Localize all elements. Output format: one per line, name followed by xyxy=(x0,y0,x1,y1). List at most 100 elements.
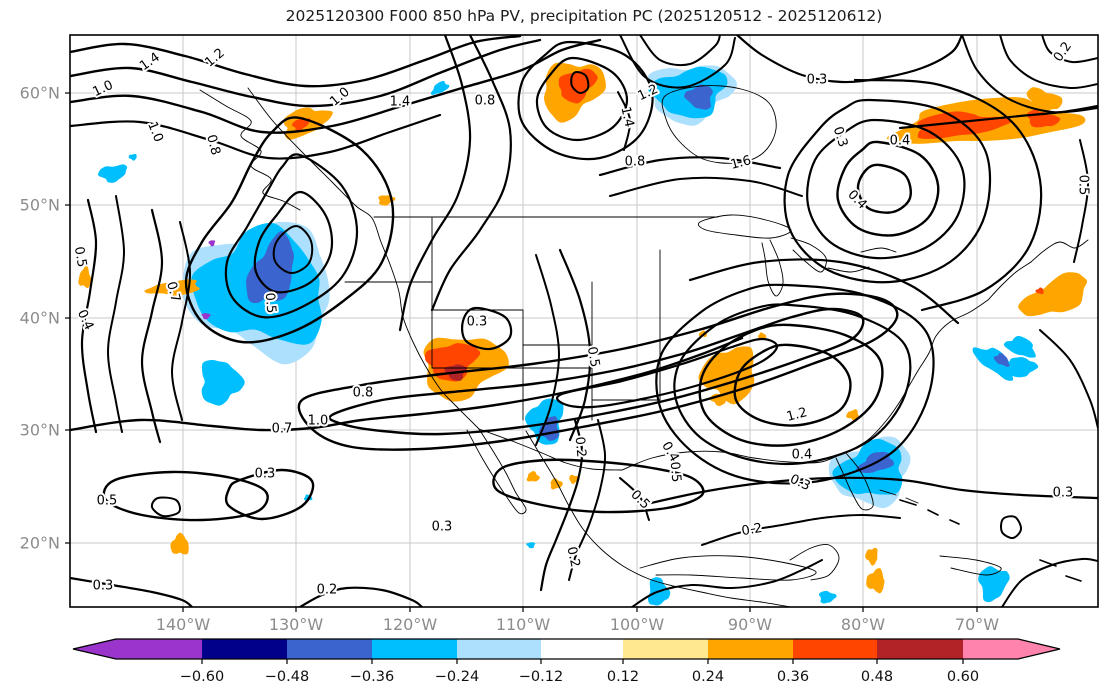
colorbar-tick-label: 0.48 xyxy=(861,669,893,685)
pv-contour-line xyxy=(698,323,884,447)
contour-label: 0.4 xyxy=(890,134,911,149)
pv-contour-line xyxy=(1073,139,1090,263)
pv-contour-line xyxy=(70,113,442,160)
x-tick-label: 80°W xyxy=(841,615,885,634)
precip-patch-orange xyxy=(1026,87,1063,112)
contour-label: 0.3 xyxy=(807,73,828,88)
pv-contour-line xyxy=(856,163,912,214)
precip-patch-sky xyxy=(818,590,837,604)
pv-contour-line xyxy=(853,78,1043,312)
y-tick-label: 40°N xyxy=(20,309,60,328)
precip-patch-sky xyxy=(128,153,137,161)
pv-contour-line xyxy=(639,35,721,67)
pv-contour-line xyxy=(535,56,629,142)
pv-contour-line xyxy=(430,35,512,312)
precip-patch-purple xyxy=(208,240,216,247)
pv-contour-line xyxy=(224,468,315,521)
contour-label: 1.6 xyxy=(729,153,753,173)
geo-border-line xyxy=(789,543,840,581)
geo-border-line xyxy=(761,239,784,297)
precip-patch-sky xyxy=(978,566,1010,603)
pv-contour-line xyxy=(535,254,560,446)
precip-patch-royal xyxy=(246,231,294,304)
colorbar-tick-label: 0.60 xyxy=(947,669,979,685)
pv-contour-line xyxy=(461,306,513,351)
contour-label: 0.7 xyxy=(272,422,293,437)
pv-contour-line xyxy=(806,118,966,260)
contour-label: 0.8 xyxy=(625,155,646,170)
pv-contour-line xyxy=(297,292,899,451)
pv-contour-line xyxy=(898,104,1098,130)
pv-contour-line xyxy=(184,116,395,344)
pv-contour-line xyxy=(1039,559,1057,567)
pv-contour-line xyxy=(140,208,164,444)
precip-patch-orange xyxy=(526,471,540,482)
x-tick-label: 120°W xyxy=(383,615,438,634)
geo-border-line xyxy=(790,237,827,273)
precip-patch-orange xyxy=(78,266,92,289)
pv-contour-line xyxy=(1065,575,1082,582)
contour-label: 0.8 xyxy=(353,386,374,401)
precip-patch-orange xyxy=(846,409,859,421)
pv-contour-line xyxy=(927,509,939,516)
contour-label: 0.5 xyxy=(262,292,279,314)
contour-label: 0.3 xyxy=(1053,486,1074,501)
pv-contour-line xyxy=(398,35,472,332)
precip-shading xyxy=(78,62,1088,606)
geo-border-line xyxy=(697,214,792,239)
contour-label: 0.5 xyxy=(71,246,89,269)
colorbar-tick-label: −0.24 xyxy=(435,669,479,685)
contour-label: 0.3 xyxy=(255,467,276,482)
contour-label: 0.3 xyxy=(830,125,851,149)
contour-label: 0.5 xyxy=(97,494,118,509)
geo-border-line xyxy=(672,585,792,607)
pv-contour-line xyxy=(171,221,192,421)
precip-patch-sky xyxy=(98,164,128,183)
pv-contour-line xyxy=(70,576,194,607)
x-tick-label: 90°W xyxy=(728,615,772,634)
contour-label: 0.3 xyxy=(93,579,114,594)
contour-label: 0.5 xyxy=(667,461,684,483)
geo-borders xyxy=(199,85,1089,607)
pv-contour-line xyxy=(298,586,424,607)
pv-contour-line xyxy=(70,38,602,134)
pv-contour-line xyxy=(733,343,852,427)
colorbar-segment-brick xyxy=(877,639,963,659)
pv-contour-line xyxy=(80,198,98,434)
precip-patch-sky xyxy=(526,542,536,549)
contour-label: 0.5 xyxy=(627,487,652,512)
y-tick-label: 20°N xyxy=(20,534,60,553)
colorbar: −0.60 −0.48 −0.36 −0.24 −0.12 0.12 0.24 0.36 0.4… xyxy=(72,638,1061,685)
pv-contour-line xyxy=(949,519,960,525)
contour-label: 0.3 xyxy=(467,315,488,330)
pv-contour-line xyxy=(558,248,592,442)
pv-contour-line xyxy=(640,476,1098,507)
colorbar-tick-label: 0.12 xyxy=(607,669,639,685)
pv-contour-line xyxy=(999,35,1098,90)
contour-label: 0.5 xyxy=(1076,175,1091,196)
x-tick-label: 100°W xyxy=(610,615,665,634)
pv-contour-line xyxy=(517,40,654,161)
colorbar-tick-label: −0.60 xyxy=(180,669,224,685)
pv-contour-line xyxy=(673,303,912,465)
colorbar-segment-royal xyxy=(287,639,372,659)
pv-contour-line xyxy=(150,496,181,518)
precip-patch-orange xyxy=(1018,272,1088,317)
contour-label: 1.4 xyxy=(618,105,637,128)
colorbar-segment-light xyxy=(457,639,541,659)
geo-border-line xyxy=(860,247,897,253)
pv-contour-line xyxy=(688,258,960,325)
colorbar-segment-yellow xyxy=(623,639,708,659)
pv-contour-line xyxy=(539,418,584,592)
contour-label: 0.2 xyxy=(741,521,764,539)
geo-border-line xyxy=(621,450,846,471)
geo-border-line xyxy=(987,261,1032,301)
y-tick-label: 50°N xyxy=(20,196,60,215)
pv-contour-line xyxy=(598,156,782,177)
pv-contour-line xyxy=(570,71,590,95)
precip-patch-orangered xyxy=(1035,287,1044,295)
geo-border-line xyxy=(939,555,1002,576)
geo-border-line xyxy=(852,299,989,450)
